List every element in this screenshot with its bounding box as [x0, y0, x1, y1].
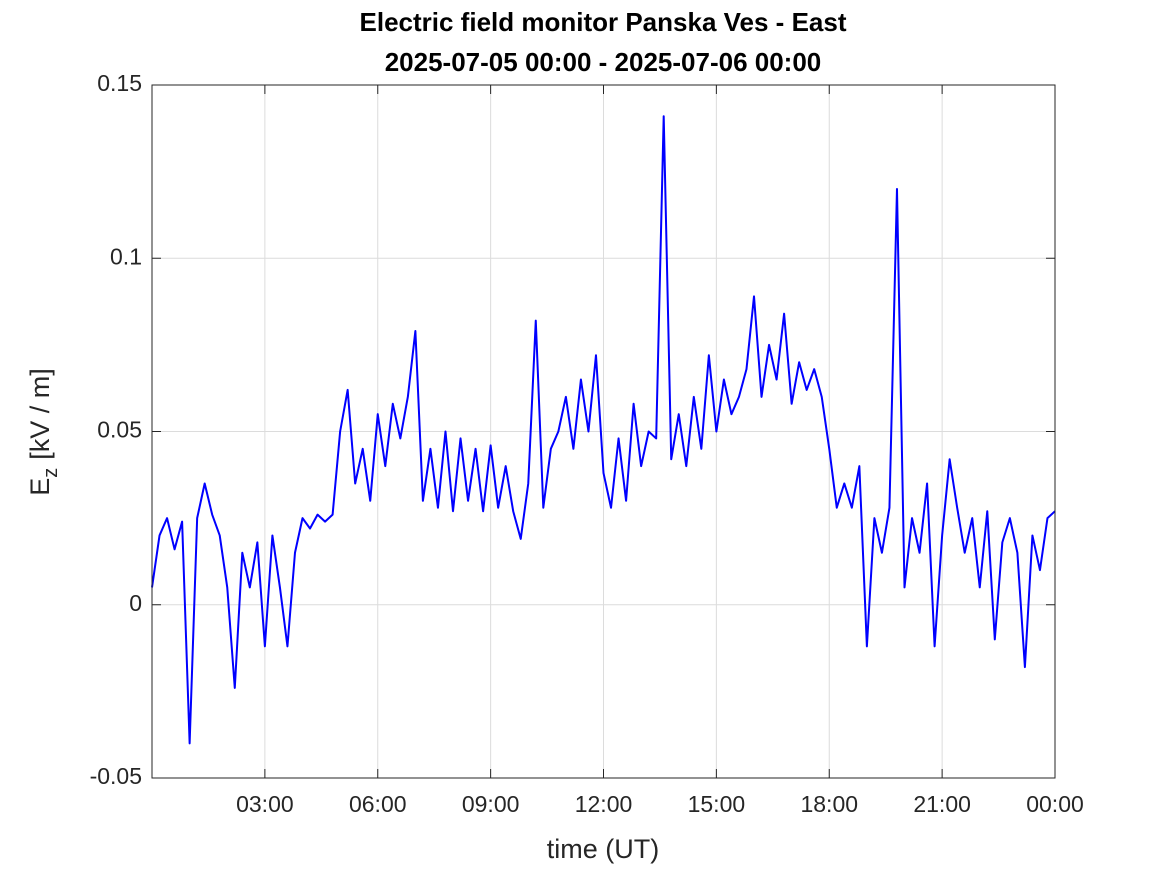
- y-tick-label: 0.05: [97, 417, 142, 443]
- x-tick-label: 06:00: [349, 791, 407, 817]
- y-tick-label: 0.1: [110, 243, 142, 269]
- data-line: [151, 115, 1056, 745]
- x-tick-label: 00:00: [1026, 791, 1084, 817]
- y-label-unit: [kV / m]: [25, 368, 55, 460]
- y-tick-label: -0.05: [90, 763, 142, 789]
- x-axis-label: time (UT): [547, 834, 659, 864]
- x-tick-label: 12:00: [575, 791, 633, 817]
- x-tick-label: 15:00: [688, 791, 746, 817]
- x-tick-label: 18:00: [800, 791, 858, 817]
- x-tick-label: 03:00: [236, 791, 294, 817]
- chart-title: Electric field monitor Panska Ves - East: [360, 7, 847, 37]
- plot-frame: [151, 84, 1056, 779]
- y-label-subscript: z: [40, 468, 62, 478]
- chart-subtitle: 2025-07-05 00:00 - 2025-07-06 00:00: [385, 47, 822, 77]
- x-tick-label: 21:00: [913, 791, 971, 817]
- y-axis-label: Ez [kV / m]: [25, 368, 62, 496]
- y-tick-label: 0.15: [97, 70, 142, 96]
- x-tick-label: 09:00: [462, 791, 520, 817]
- y-label-symbol: E: [25, 478, 55, 496]
- y-tick-label: 0: [129, 590, 142, 616]
